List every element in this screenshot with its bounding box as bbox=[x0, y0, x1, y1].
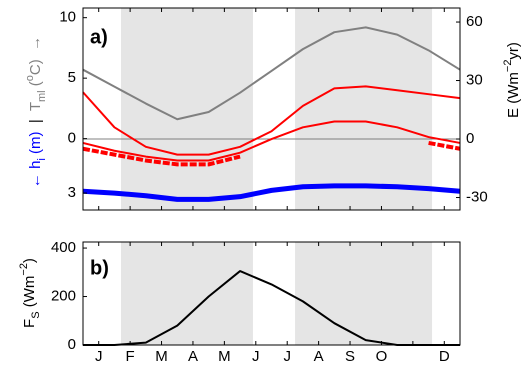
x-tick-label: O bbox=[376, 348, 388, 365]
label-part: −2 bbox=[18, 263, 30, 276]
panel-label: a) bbox=[90, 26, 108, 48]
x-tick-label: J bbox=[95, 348, 103, 365]
y2-axis-label: E (Wm−2yr) bbox=[502, 42, 522, 118]
series-line bbox=[82, 85, 461, 156]
label-part: ) bbox=[21, 258, 38, 263]
y-axis-label: ← hi (m) | Tml (oC) → bbox=[24, 36, 48, 188]
y-axis-label: FS (Wm−2) bbox=[18, 258, 42, 328]
x-tick-label: D bbox=[439, 348, 450, 365]
series-line bbox=[82, 26, 461, 121]
y-tick-label: 0 bbox=[68, 336, 76, 353]
y-tick-label: 60 bbox=[466, 13, 483, 30]
shaded-region bbox=[121, 242, 253, 345]
y-tick-label: 30 bbox=[466, 72, 483, 89]
axes-box bbox=[82, 7, 461, 211]
series-line bbox=[82, 140, 461, 167]
label-part: ← h bbox=[27, 161, 44, 189]
label-part: F bbox=[21, 319, 38, 328]
series-line bbox=[82, 183, 461, 202]
shaded-region bbox=[295, 8, 433, 210]
label-part: o bbox=[24, 75, 36, 81]
label-part: C) → bbox=[27, 36, 44, 75]
label-part: ml bbox=[36, 90, 48, 102]
label-part: (Wm bbox=[21, 276, 38, 312]
label-part: E (Wm bbox=[505, 72, 522, 118]
series-line bbox=[82, 120, 461, 162]
label-part: i bbox=[36, 158, 48, 160]
y-tick-label: 400 bbox=[51, 239, 76, 256]
y-tick-label: -30 bbox=[466, 188, 488, 205]
label-part: −2 bbox=[502, 60, 514, 73]
label-part: T bbox=[27, 102, 44, 111]
axes-box bbox=[82, 241, 461, 346]
x-tick-label: A bbox=[314, 348, 324, 365]
x-tick-label: J bbox=[283, 348, 291, 365]
x-tick-label: M bbox=[218, 348, 231, 365]
y-tick-label: 10 bbox=[59, 9, 76, 26]
y-tick-label: 5 bbox=[68, 69, 76, 86]
x-tick-label: M bbox=[155, 348, 168, 365]
shaded-region bbox=[121, 8, 253, 210]
y-tick-label: 0 bbox=[466, 130, 474, 147]
panel-label: b) bbox=[90, 257, 109, 279]
label-part: (m) bbox=[27, 131, 44, 158]
y-tick-label: 200 bbox=[51, 287, 76, 304]
label-part: | bbox=[27, 111, 44, 131]
x-tick-label: S bbox=[345, 348, 355, 365]
label-part: ( bbox=[27, 81, 44, 90]
y-tick-label: 0 bbox=[68, 130, 76, 147]
label-part: S bbox=[30, 311, 42, 318]
x-tick-label: F bbox=[126, 348, 135, 365]
x-tick-label: J bbox=[252, 348, 260, 365]
label-part: yr) bbox=[505, 42, 522, 60]
shaded-region bbox=[295, 242, 433, 345]
y-tick-label: 3 bbox=[68, 184, 76, 201]
x-tick-label: A bbox=[188, 348, 198, 365]
